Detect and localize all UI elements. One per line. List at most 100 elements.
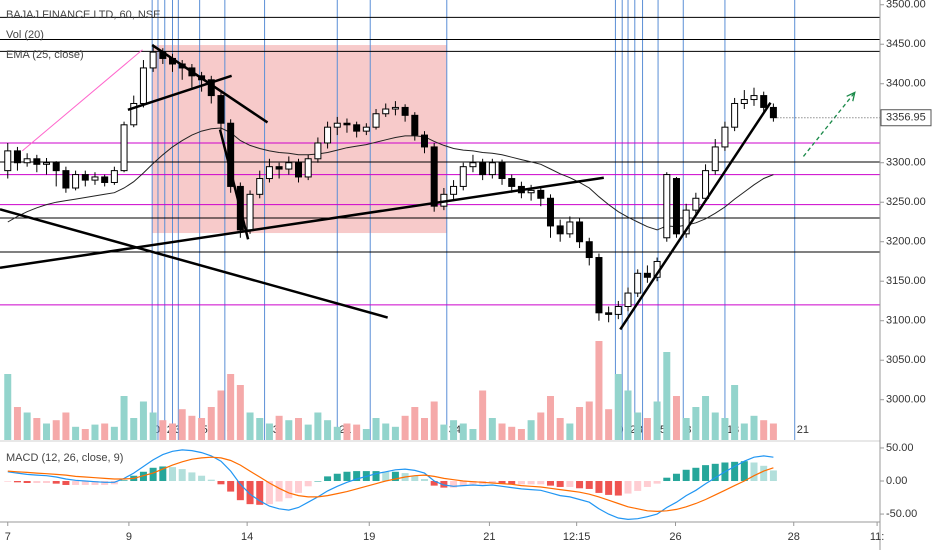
volume-bar (624, 390, 632, 440)
y-tick-label: 3100.00 (886, 315, 926, 327)
volume-bar (546, 396, 554, 440)
macd-histogram-bar (469, 481, 477, 485)
macd-histogram-bar (643, 481, 651, 487)
macd-histogram-bar (411, 475, 419, 482)
trend-line (218, 129, 250, 240)
macd-histogram-bar (295, 481, 303, 493)
legend-title: BAJAJ FINANCE LTD, 60, NSE (6, 9, 160, 21)
macd-histogram-bar (4, 481, 12, 482)
macd-histogram-bar (120, 480, 128, 482)
candle-body (556, 225, 564, 235)
volume-bar (285, 420, 293, 440)
candle-body (411, 114, 419, 136)
time-zone-label: 5 (660, 424, 666, 436)
x-tick-label: 9 (126, 531, 132, 543)
volume-bar (401, 415, 409, 440)
volume-bar (4, 374, 12, 440)
macd-histogram-bar (13, 481, 21, 483)
macd-histogram-bar (556, 481, 564, 487)
volume-bar (459, 423, 467, 440)
candle-body (295, 162, 303, 178)
candle-body (663, 174, 671, 239)
volume-bar (304, 424, 312, 440)
y-tick-label: 3250.00 (886, 196, 926, 208)
macd-histogram-bar (488, 481, 496, 483)
time-zone-label: 0 (154, 424, 160, 436)
volume-bar (198, 418, 206, 440)
candle-body (692, 197, 700, 211)
macd-histogram-bar (692, 467, 700, 482)
ema-line (7, 127, 774, 231)
volume-bar (508, 426, 516, 440)
macd-histogram-bar (440, 481, 448, 488)
candle-body (750, 95, 758, 101)
macd-histogram-bar (101, 481, 109, 485)
candle-body (479, 162, 487, 176)
volume-bar (23, 412, 31, 440)
last-price-label: 3356.95 (886, 112, 926, 124)
macd-histogram-bar (740, 461, 748, 482)
x-tick-label: 21 (483, 531, 495, 543)
macd-histogram-bar (324, 476, 332, 482)
macd-histogram-bar (614, 481, 622, 496)
macd-histogram-bar (682, 469, 690, 482)
candle-body (265, 166, 273, 180)
macd-histogram-bar (517, 481, 525, 485)
macd-histogram-bar (595, 481, 603, 493)
macd-histogram-bar (731, 461, 739, 482)
candle-body (605, 312, 613, 315)
macd-histogram-bar (285, 481, 293, 499)
candle-body (391, 106, 399, 110)
volume-bar (52, 420, 60, 440)
macd-histogram-bar (508, 481, 516, 485)
macd-histogram-bar (275, 481, 283, 502)
y-tick-label: 3050.00 (886, 354, 926, 366)
macd-histogram-bar (430, 481, 438, 486)
candle-body (682, 209, 690, 235)
candle-body (52, 162, 60, 172)
candle-body (721, 126, 729, 148)
volume-bar (682, 418, 690, 440)
volume-bar (314, 412, 322, 440)
macd-histogram-bar (459, 481, 467, 486)
volume-bar (227, 374, 235, 440)
volume-bar (702, 396, 710, 440)
macd-histogram-bar (43, 481, 51, 483)
volume-bar (343, 423, 351, 440)
macd-histogram-bar (450, 481, 458, 488)
macd-histogram-bar (420, 479, 428, 482)
volume-bar (62, 412, 70, 440)
candle-body (760, 95, 768, 108)
macd-histogram-bar (353, 471, 361, 482)
candle-body (546, 197, 554, 227)
candle-body (702, 170, 710, 199)
macd-histogram-bar (585, 481, 593, 489)
candle-body (275, 166, 283, 170)
volume-bar (43, 423, 51, 440)
macd-histogram-bar (207, 479, 215, 482)
volume-bar (149, 412, 157, 440)
x-tick-label: 14 (241, 531, 253, 543)
volume-bar (420, 418, 428, 440)
candle-body (769, 106, 777, 119)
candle-body (731, 102, 739, 128)
macd-tick-label: -50.00 (886, 508, 917, 520)
macd-histogram-bar (537, 481, 545, 485)
candle-body (459, 166, 467, 187)
volume-bar (295, 418, 303, 440)
macd-tick-label: 50.00 (886, 442, 914, 454)
candle-body (711, 146, 719, 172)
volume-bar (614, 374, 622, 440)
volume-bar (333, 426, 341, 440)
candle-body (324, 126, 332, 144)
legend-ema: EMA (25, close) (6, 49, 84, 61)
trend-line (151, 43, 269, 124)
candle-body (4, 150, 12, 172)
volume-bar (430, 401, 438, 440)
candle-body (110, 170, 118, 183)
time-zone-label: 2 (630, 424, 636, 436)
legend-volume: Vol (20) (6, 29, 44, 41)
x-tick-label: 11: (870, 531, 884, 543)
volume-bar (13, 407, 21, 440)
